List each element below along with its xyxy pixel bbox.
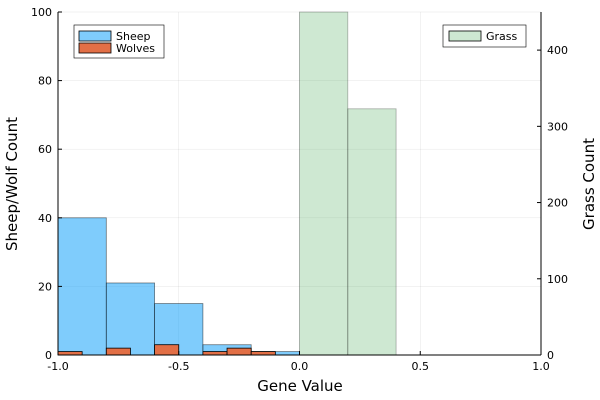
y-right-tick-label-3: 300	[547, 120, 568, 133]
x-tick-label-1: -0.5	[168, 360, 189, 373]
legend-label-wolves: Wolves	[116, 42, 155, 55]
x-tick-label-3: 0.5	[412, 360, 430, 373]
y-left-tick-label-5: 100	[31, 6, 52, 19]
y-right-tick-label-4: 400	[547, 44, 568, 57]
y-left-tick-label-2: 40	[38, 212, 52, 225]
bar-sheep-0	[57, 217, 107, 356]
y-axis-right-label: Grass Count	[580, 138, 598, 230]
y-left-tick-label-1: 20	[38, 280, 52, 293]
y-axis-left-label: Sheep/Wolf Count	[3, 117, 21, 251]
bar-grass-1	[347, 108, 397, 356]
bar-wolves-1	[105, 347, 131, 356]
bar-wolves-0	[57, 351, 83, 356]
x-tick-label-4: 1.0	[532, 360, 550, 373]
bar-wolves-5	[250, 351, 276, 356]
y-right-tick-label-2: 200	[547, 197, 568, 210]
legend-right: Grass	[442, 24, 527, 48]
legend-swatch-wolves	[78, 42, 112, 54]
x-axis-label: Gene Value	[257, 377, 343, 395]
axes	[57, 11, 542, 356]
y-left-tick-label-0: 0	[45, 349, 52, 362]
legend-swatch-sheep	[78, 30, 112, 42]
x-tick-label-0: -1.0	[47, 360, 68, 373]
bar-wolves-3	[202, 351, 228, 356]
legend-swatch-grass	[448, 30, 482, 42]
bar-wolves-4	[226, 347, 252, 356]
grid-lines	[57, 11, 542, 356]
bar-wolves-2	[154, 344, 180, 356]
bar-sheep-1	[105, 282, 156, 356]
legend-left: Sheep Wolves	[73, 24, 165, 59]
y-left-tick-label-4: 80	[38, 75, 52, 88]
legend-label-grass: Grass	[486, 30, 518, 43]
y-right-tick-label-0: 0	[547, 349, 554, 362]
y-left-tick-label-3: 60	[38, 143, 52, 156]
legend-right-box	[442, 24, 527, 48]
y-right-tick-label-1: 100	[547, 273, 568, 286]
tick-labels: -1.0 -0.5 0.0 0.5 1.002040608010001002003004…	[31, 6, 568, 373]
legend-label-sheep: Sheep	[116, 30, 150, 43]
bar-grass-0	[299, 11, 349, 356]
x-tick-label-2: 0.0	[291, 360, 309, 373]
